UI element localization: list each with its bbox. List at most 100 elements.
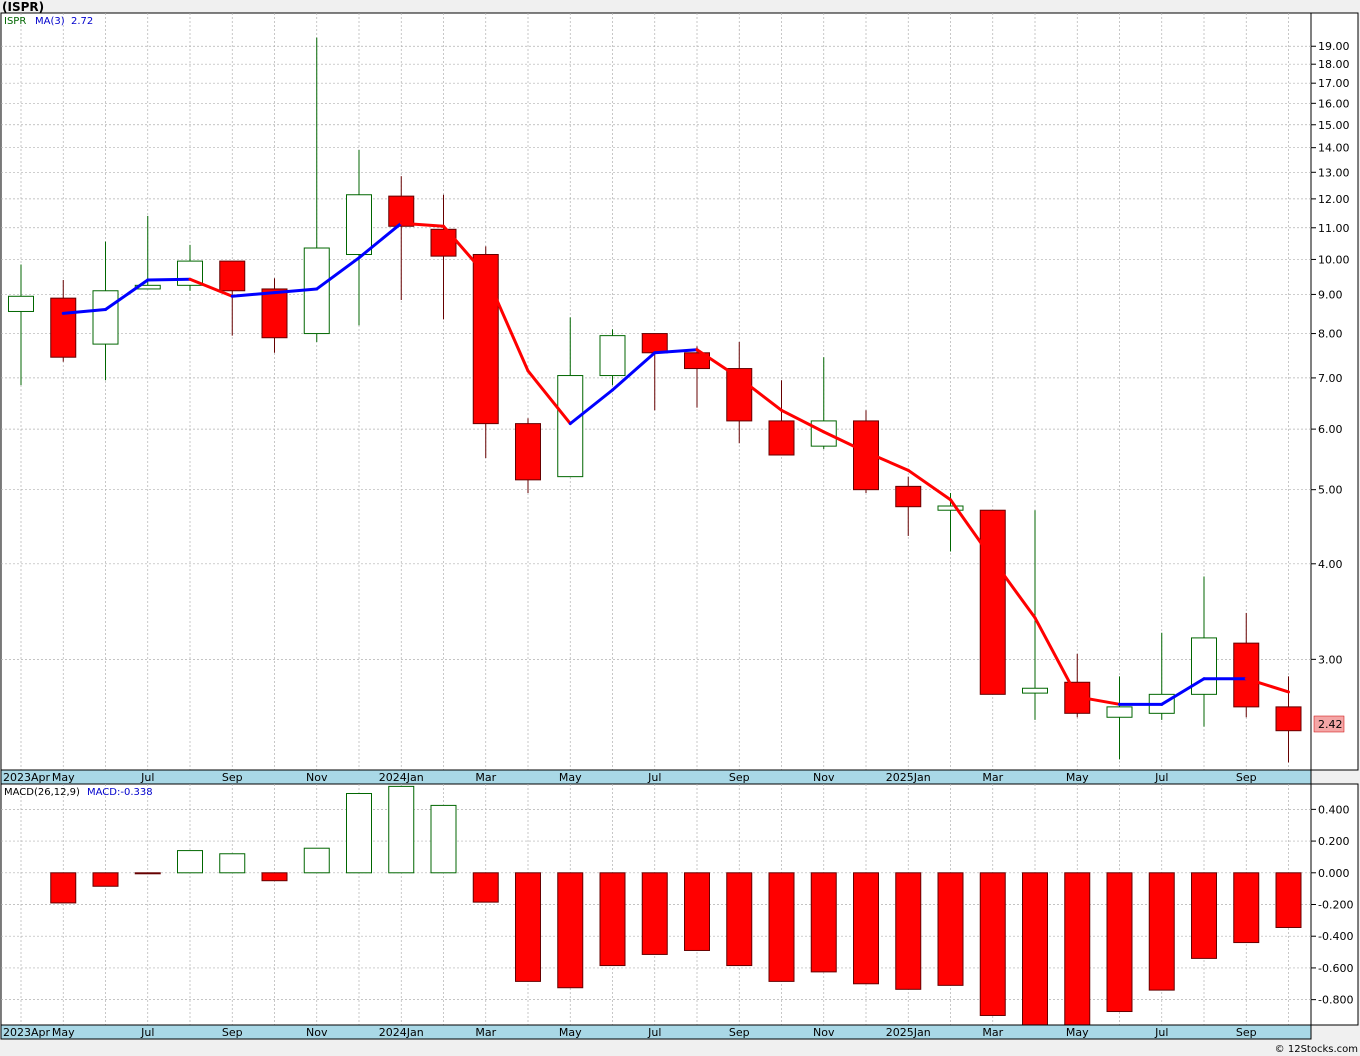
candle-body — [895, 485, 922, 508]
price-tick-label: 16.00 — [1318, 97, 1350, 110]
ma3-segment — [357, 221, 403, 260]
ma3-segment — [653, 348, 699, 355]
x-axis-label: May — [52, 1026, 75, 1039]
price-tick-label: 18.00 — [1318, 58, 1350, 71]
candle-body — [1275, 706, 1302, 732]
price-tick-label: 14.00 — [1318, 142, 1350, 155]
ma3-segment — [104, 278, 150, 312]
ma3-segment — [399, 221, 445, 228]
ma3-segment — [146, 277, 192, 282]
candle — [684, 346, 710, 408]
x-axis-label: Sep — [1236, 1026, 1257, 1039]
price-tick-label: 8.00 — [1318, 328, 1343, 341]
x-axis-label: Jul — [140, 1026, 154, 1039]
price-tick-label: 7.00 — [1318, 372, 1343, 385]
ma3-segment — [1033, 616, 1079, 699]
candle-body — [219, 260, 246, 292]
macd-bar — [1191, 872, 1217, 959]
ma3-segment — [568, 388, 614, 426]
price-tick-label: 19.00 — [1318, 40, 1350, 53]
candle — [219, 260, 246, 336]
candle — [472, 246, 499, 459]
ma3-segment — [230, 291, 276, 298]
x-axis-label: Jul — [1154, 771, 1168, 784]
watermark: © 12Stocks.com — [1275, 1044, 1358, 1055]
candle — [979, 509, 1006, 695]
ma3-segment — [526, 369, 572, 426]
candle — [768, 380, 795, 456]
macd-bar — [1275, 872, 1302, 928]
ma3-segment — [611, 351, 657, 392]
candle-body — [768, 420, 795, 456]
x-axis-label: Jul — [647, 771, 661, 784]
macd-tick-label: 0.200 — [1318, 835, 1350, 848]
macd-legend-label: MACD(26,12,9) — [4, 787, 80, 798]
macd-x-axis-band — [0, 1024, 1312, 1040]
candle-body — [726, 368, 753, 422]
x-axis-label: Sep — [1236, 771, 1257, 784]
price-tick-label: 4.00 — [1318, 558, 1343, 571]
macd-bar — [895, 872, 922, 990]
x-axis-label: May — [1066, 1026, 1089, 1039]
candle-body — [979, 509, 1006, 695]
macd-bar — [177, 850, 203, 874]
x-axis-label: Nov — [813, 771, 835, 784]
macd-bar — [1106, 872, 1133, 1013]
x-axis-label: 2024Jan — [379, 771, 424, 784]
ma3-segment — [1160, 677, 1206, 706]
ticker-label: (ISPR) — [2, 0, 44, 14]
candle — [1022, 510, 1048, 720]
candle — [50, 279, 77, 362]
candles-layer — [8, 37, 1302, 763]
macd-bar — [50, 872, 77, 904]
candle-body — [599, 335, 626, 377]
ma3-segment — [695, 348, 741, 380]
last-price-value: 2.42 — [1318, 718, 1343, 731]
x-axis-label: Sep — [729, 1026, 750, 1039]
macd-bar — [979, 872, 1006, 1016]
macd-bar — [346, 793, 372, 874]
price-tick-label: 9.00 — [1318, 288, 1343, 301]
ma3-segment — [315, 256, 361, 291]
x-axis-label: 2023Apr — [3, 771, 51, 784]
x-axis-label: Nov — [306, 1026, 328, 1039]
candle — [1233, 612, 1260, 718]
candle — [599, 329, 626, 386]
price-tick-label: 11.00 — [1318, 222, 1350, 235]
x-axis-label: Sep — [222, 1026, 243, 1039]
candle-body — [1191, 637, 1217, 695]
ma3-segment — [1075, 695, 1121, 706]
ma3-segment — [1244, 677, 1290, 694]
candle — [8, 264, 34, 386]
x-axis-label: Jul — [140, 771, 154, 784]
candle-body — [50, 297, 77, 358]
ma-legend-label: MA(3) — [35, 16, 65, 27]
candle-body — [388, 195, 415, 227]
macd-bar — [303, 847, 330, 874]
candle-body — [92, 290, 119, 345]
x-axis-label: Sep — [729, 771, 750, 784]
candle — [388, 176, 415, 301]
x-axis-label: 2023Apr — [3, 1026, 51, 1039]
ma3-segment — [737, 376, 783, 412]
x-axis-label: 2025Jan — [886, 771, 931, 784]
macd-bar — [599, 872, 626, 967]
candle-body — [515, 423, 541, 481]
price-tick-label: 17.00 — [1318, 77, 1350, 90]
ma3-segment — [442, 224, 488, 277]
macd-bar — [430, 804, 457, 874]
price-tick-label: 3.00 — [1318, 653, 1343, 666]
macd-bar — [684, 872, 710, 951]
macd-tick-label: -0.400 — [1318, 930, 1353, 943]
legend-symbol: ISPR — [4, 16, 26, 27]
x-axis-label: Jul — [647, 1026, 661, 1039]
x-axis-label: May — [559, 771, 582, 784]
macd-tick-label: -0.600 — [1318, 962, 1353, 975]
x-axis-label: Jul — [1154, 1026, 1168, 1039]
macd-y-axis: 0.400 0.200 0.000 -0.200 -0.400 -0.600 -0.800 — [1311, 803, 1353, 1007]
ma3-line — [61, 221, 1290, 706]
macd-bar — [853, 872, 879, 985]
ma3-segment — [864, 450, 910, 472]
candle — [303, 37, 330, 342]
macd-tick-label: 0.400 — [1318, 803, 1350, 816]
